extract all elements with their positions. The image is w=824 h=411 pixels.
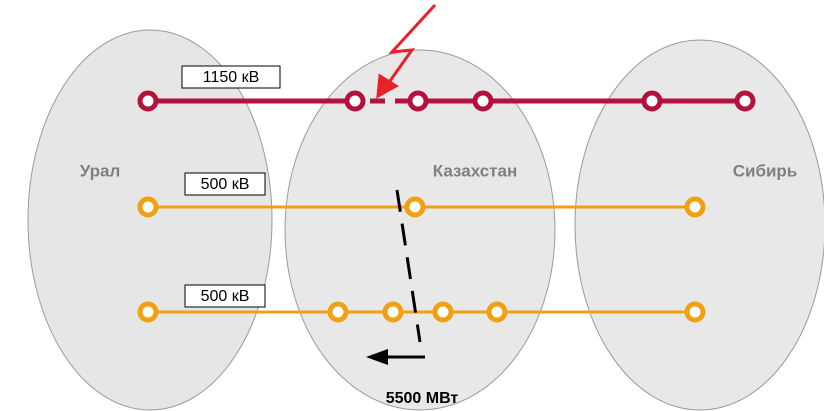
line-500-b	[137, 301, 706, 323]
line-500-a	[137, 196, 706, 218]
lightning	[376, 3, 437, 99]
region-siberia	[574, 39, 824, 411]
voltage-label: 500 кВ	[201, 288, 250, 305]
voltage-label: 1150 кВ	[203, 69, 260, 86]
region-kazakhstan	[284, 49, 556, 411]
flow-label: 5500 МВт	[386, 390, 459, 407]
regions-shapes	[27, 29, 824, 411]
cut-line	[395, 189, 422, 343]
line-1150	[137, 90, 756, 112]
region-label: Сибирь	[733, 161, 798, 180]
region-ural	[27, 29, 273, 411]
voltage-label: 500 кВ	[201, 176, 250, 193]
flow-arrow	[366, 349, 425, 365]
region-label: Урал	[80, 161, 121, 180]
voltage-labels: 1150 кВ 500 кВ 500 кВ	[181, 65, 281, 308]
region-label: Казахстан	[433, 161, 517, 180]
